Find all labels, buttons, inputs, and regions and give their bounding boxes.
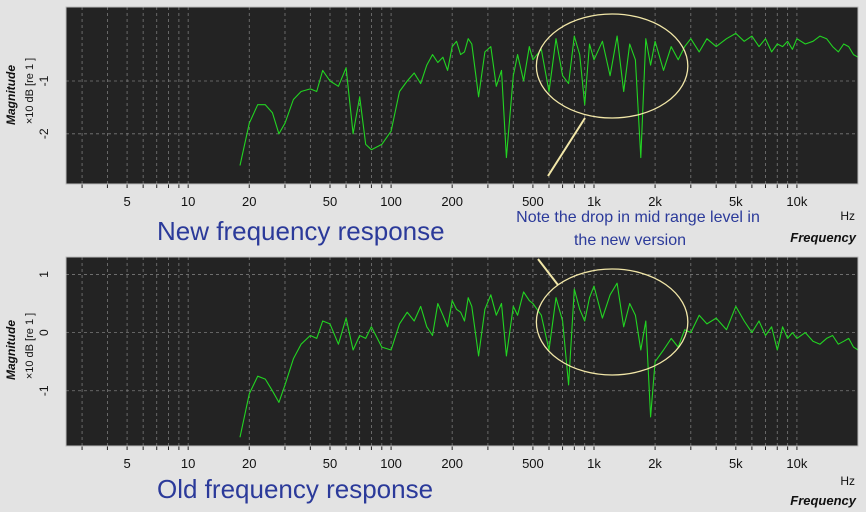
x-tick-label: 5	[123, 194, 130, 209]
x-tick-label: 100	[380, 194, 402, 209]
magnitude-trace	[239, 32, 859, 166]
x-tick-label: 10k	[786, 456, 807, 471]
x-tick-label: 200	[441, 194, 463, 209]
x-tick-label: 20	[242, 194, 256, 209]
x-tick-label: 5k	[729, 194, 743, 209]
x-tick-label: 5k	[729, 456, 743, 471]
x-tick-label: 2k	[648, 194, 662, 209]
x-axis-title: Frequency	[790, 493, 857, 508]
x-axis-unit: Hz	[840, 209, 855, 223]
y-tick-label: -1	[37, 75, 51, 86]
y-axis-unit: ×10 dB [re 1 ]	[24, 313, 36, 379]
annotation-note-line-2: the new version	[574, 232, 686, 249]
annotation-pointer	[537, 258, 559, 286]
y-tick-label: 0	[37, 329, 51, 336]
highlight-ellipse	[535, 13, 689, 119]
magnitude-trace	[239, 282, 859, 438]
plot-area	[66, 257, 858, 446]
plot-frame	[65, 6, 859, 185]
old-response-caption: Old frequency response	[157, 474, 433, 504]
x-tick-label: 5	[123, 456, 130, 471]
x-tick-label: 10	[181, 194, 195, 209]
plot-frame	[65, 256, 859, 447]
x-tick-label: 10	[181, 456, 195, 471]
x-tick-label: 2k	[648, 456, 662, 471]
x-tick-label: 50	[323, 194, 337, 209]
x-tick-label: 1k	[587, 456, 601, 471]
x-tick-label: 200	[441, 456, 463, 471]
x-axis-title: Frequency	[790, 230, 857, 245]
new-response-caption: New frequency response	[157, 216, 445, 246]
x-tick-label: 20	[242, 456, 256, 471]
y-axis-title: Magnitude	[4, 65, 18, 125]
y-tick-label: -2	[37, 128, 51, 139]
x-tick-label: 500	[522, 456, 544, 471]
y-axis-title: Magnitude	[4, 320, 18, 380]
x-tick-label: 100	[380, 456, 402, 471]
x-axis-unit: Hz	[840, 474, 855, 488]
y-tick-label: -1	[37, 385, 51, 396]
x-tick-label: 500	[522, 194, 544, 209]
x-tick-label: 1k	[587, 194, 601, 209]
new-response-chart: -1 -2 5 10 20 50 100 200 500 1k 2k 5k 10k Magnitude ×1…	[4, 6, 859, 245]
x-tick-label: 50	[323, 456, 337, 471]
y-tick-label: 1	[37, 271, 51, 278]
y-axis-unit: ×10 dB [re 1 ]	[24, 58, 36, 124]
highlight-ellipse	[535, 268, 689, 376]
plot-area	[66, 7, 858, 184]
annotation-note-line-1: Note the drop in mid range level in	[516, 209, 760, 226]
x-tick-label: 10k	[786, 194, 807, 209]
annotation-pointer	[547, 117, 586, 177]
